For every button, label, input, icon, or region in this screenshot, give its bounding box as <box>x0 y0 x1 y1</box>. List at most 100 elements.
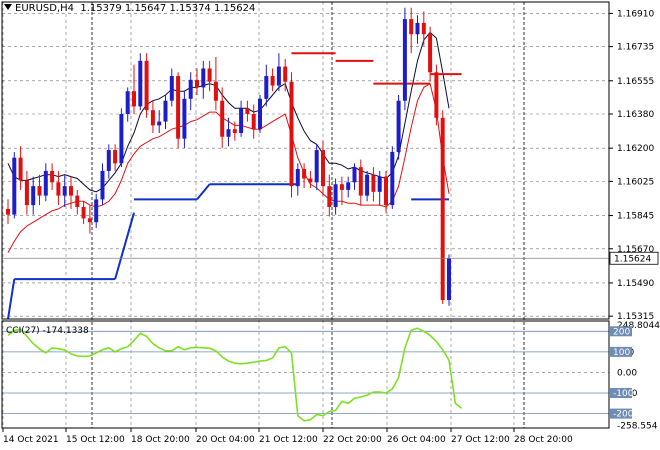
candle-bull <box>201 68 206 88</box>
cci-axis-label: -258.554 <box>617 422 658 432</box>
candle-bear <box>289 81 294 187</box>
candle-bear <box>113 150 118 164</box>
price-tick-label: 1.16735 <box>617 43 654 53</box>
time-axis-label: 27 Oct 12:00 <box>451 435 510 445</box>
candle-bear <box>37 186 42 196</box>
cci-level-tag-label: 200 <box>613 327 630 337</box>
candle-bull <box>31 186 36 206</box>
candle-bull <box>264 76 269 99</box>
candle-bull <box>276 66 281 86</box>
candle-bull <box>377 176 382 192</box>
price-tick-label: 1.15315 <box>617 312 654 322</box>
candle-bear <box>144 60 149 111</box>
candle-bull <box>125 91 130 114</box>
candle-bear <box>371 174 376 192</box>
candle-bear <box>87 218 92 223</box>
price-tick-label: 1.15845 <box>617 212 654 222</box>
candle-bear <box>270 76 275 86</box>
candle-bear <box>409 19 414 35</box>
candle-bear <box>69 186 73 196</box>
candle-bull <box>415 22 420 35</box>
candle-bear <box>358 167 363 196</box>
candle-bull <box>295 169 300 187</box>
candle-bull <box>169 76 174 101</box>
cci-level-tag <box>610 326 632 337</box>
axes: 1.16910 1.16735 1.16555 1.16380 1.16200 1.160… <box>2 9 660 445</box>
candle-bear <box>195 79 199 88</box>
time-axis-label: 21 Oct 12:00 <box>259 435 318 445</box>
candle-bear <box>327 186 332 208</box>
candle-bull <box>447 258 451 301</box>
time-axis-label: 20 Oct 04:00 <box>196 435 255 445</box>
candle-bull <box>333 184 338 208</box>
symbol-dropdown-icon[interactable] <box>4 4 12 10</box>
candle-bull <box>226 129 231 137</box>
candle-bear <box>132 91 136 107</box>
candle-bear <box>24 180 29 206</box>
cci-axis-label: 0.00 <box>617 368 637 378</box>
candle-bear <box>308 178 313 183</box>
price-tick-label: 1.16025 <box>617 177 654 187</box>
ma-black-line <box>7 31 450 193</box>
cci-line <box>7 327 463 422</box>
candle-bear <box>150 110 155 126</box>
candle-bull <box>314 150 319 183</box>
price-tick-label: 1.16555 <box>617 77 654 87</box>
grid-layer <box>2 2 609 428</box>
cci-level-tag-label: 100 <box>613 348 630 358</box>
candle-bull <box>12 157 17 215</box>
candle-bull <box>62 186 67 196</box>
candle-bear <box>220 100 225 137</box>
candle-bull <box>352 167 357 183</box>
cci-level-tag-label: -100 <box>613 389 634 399</box>
candle-bear <box>75 195 80 208</box>
time-axis-label: 14 Oct 2021 <box>3 435 59 445</box>
candle-bull <box>138 60 143 107</box>
candle-bear <box>440 117 445 301</box>
candle-bear <box>6 208 10 215</box>
candle-bear <box>18 157 23 181</box>
trailing-stop-lines <box>7 52 462 320</box>
ma-red-line <box>7 82 450 253</box>
candle-bull <box>402 19 407 101</box>
cci-axis-label: 248.8044 <box>617 321 660 331</box>
current-price-tag <box>609 251 659 265</box>
cci-level-tag <box>610 346 632 357</box>
candle-bear <box>207 68 212 82</box>
price-tick-label: 1.16200 <box>617 144 654 154</box>
cci-level-tag-label: -200 <box>613 410 634 420</box>
main-pane-border <box>1 1 610 320</box>
candle-bear <box>81 207 86 219</box>
trailing-stop-blue <box>114 212 135 280</box>
candle-bear <box>302 169 307 179</box>
time-axis-label: 15 Oct 12:00 <box>66 435 125 445</box>
current-price-tag-label: 1.15624 <box>614 254 651 264</box>
price-tick-label: 1.16380 <box>617 110 654 120</box>
chart-header: EURUSD,H4 1.15379 1.15647 1.15374 1.1562… <box>4 3 255 14</box>
candle-bear <box>176 76 181 139</box>
candle-bull <box>157 121 162 126</box>
candle-bear <box>50 170 55 183</box>
candle-bear <box>421 22 426 35</box>
candle-bear <box>245 108 250 114</box>
candle-bear <box>213 81 218 101</box>
candle-bull <box>119 113 124 164</box>
candle-bear <box>339 184 344 190</box>
candle-bull <box>100 170 105 200</box>
candle-bull <box>258 98 262 130</box>
time-axis-label: 26 Oct 04:00 <box>387 435 446 445</box>
candle-bull <box>365 174 370 196</box>
candle-bear <box>283 66 288 82</box>
candle-bull <box>43 170 48 196</box>
cci-level-tag <box>610 408 632 419</box>
symbol-timeframe[interactable]: EURUSD,H4 <box>15 3 75 14</box>
trailing-stop-blue <box>196 183 211 201</box>
candle-bear <box>384 176 388 206</box>
chart-frame <box>1 1 610 429</box>
candle-bear <box>428 34 433 73</box>
candle-bear <box>232 129 237 133</box>
cci-level-tag <box>610 388 632 399</box>
candle-bear <box>56 182 61 196</box>
candle-bear <box>434 72 439 118</box>
